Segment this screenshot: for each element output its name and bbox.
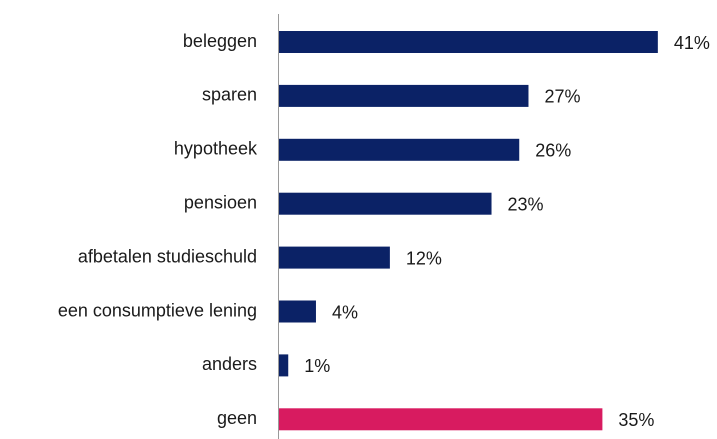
value-label: 26% <box>535 141 571 161</box>
value-label: 23% <box>508 194 544 214</box>
bar <box>279 138 520 161</box>
category-label: afbetalen studieschuld <box>78 246 257 266</box>
bar <box>279 84 529 107</box>
value-label: 1% <box>304 356 330 376</box>
bar <box>279 246 390 269</box>
bar <box>279 354 289 377</box>
category-label: sparen <box>202 85 257 105</box>
bar <box>279 31 658 53</box>
bar <box>279 192 492 215</box>
value-label: 41% <box>674 33 710 53</box>
category-label: een consumptieve lening <box>58 300 257 320</box>
category-label: pensioen <box>184 192 257 212</box>
category-label: anders <box>202 354 257 374</box>
value-label: 35% <box>618 410 654 430</box>
bar <box>279 300 316 323</box>
value-label: 27% <box>544 87 580 107</box>
category-label: beleggen <box>183 31 257 51</box>
bar <box>279 408 603 431</box>
category-label: geen <box>217 408 257 428</box>
value-label: 4% <box>332 302 358 322</box>
value-label: 12% <box>406 248 442 268</box>
category-label: hypotheek <box>174 139 258 159</box>
